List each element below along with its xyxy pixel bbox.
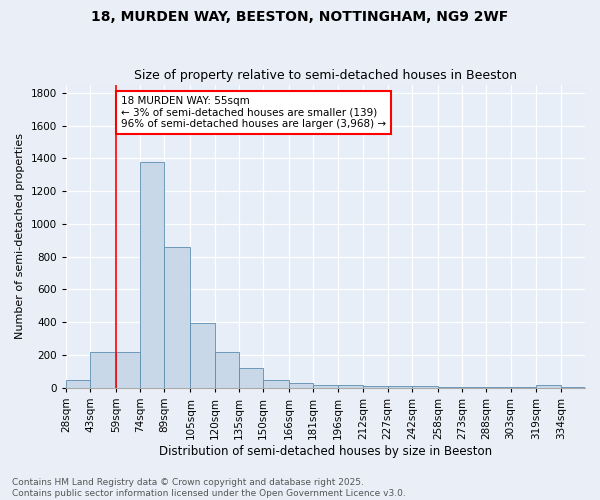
Bar bbox=[190, 323, 215, 388]
X-axis label: Distribution of semi-detached houses by size in Beeston: Distribution of semi-detached houses by … bbox=[159, 444, 492, 458]
Bar bbox=[438, 387, 462, 388]
Text: 18 MURDEN WAY: 55sqm
← 3% of semi-detached houses are smaller (139)
96% of semi-: 18 MURDEN WAY: 55sqm ← 3% of semi-detach… bbox=[121, 96, 386, 129]
Bar bbox=[388, 386, 412, 388]
Bar bbox=[536, 384, 561, 388]
Bar bbox=[313, 384, 338, 388]
Bar bbox=[215, 352, 239, 388]
Bar bbox=[90, 352, 116, 388]
Bar bbox=[140, 162, 164, 388]
Bar bbox=[561, 387, 585, 388]
Bar bbox=[239, 368, 263, 388]
Bar bbox=[66, 380, 90, 388]
Text: Contains HM Land Registry data © Crown copyright and database right 2025.
Contai: Contains HM Land Registry data © Crown c… bbox=[12, 478, 406, 498]
Text: 18, MURDEN WAY, BEESTON, NOTTINGHAM, NG9 2WF: 18, MURDEN WAY, BEESTON, NOTTINGHAM, NG9… bbox=[91, 10, 509, 24]
Bar bbox=[338, 386, 364, 388]
Bar bbox=[263, 380, 289, 388]
Bar bbox=[364, 386, 388, 388]
Bar bbox=[511, 387, 536, 388]
Y-axis label: Number of semi-detached properties: Number of semi-detached properties bbox=[15, 133, 25, 339]
Bar bbox=[116, 352, 140, 388]
Title: Size of property relative to semi-detached houses in Beeston: Size of property relative to semi-detach… bbox=[134, 69, 517, 82]
Bar bbox=[412, 386, 438, 388]
Bar bbox=[462, 387, 487, 388]
Bar bbox=[487, 387, 511, 388]
Bar bbox=[289, 383, 313, 388]
Bar bbox=[164, 247, 190, 388]
